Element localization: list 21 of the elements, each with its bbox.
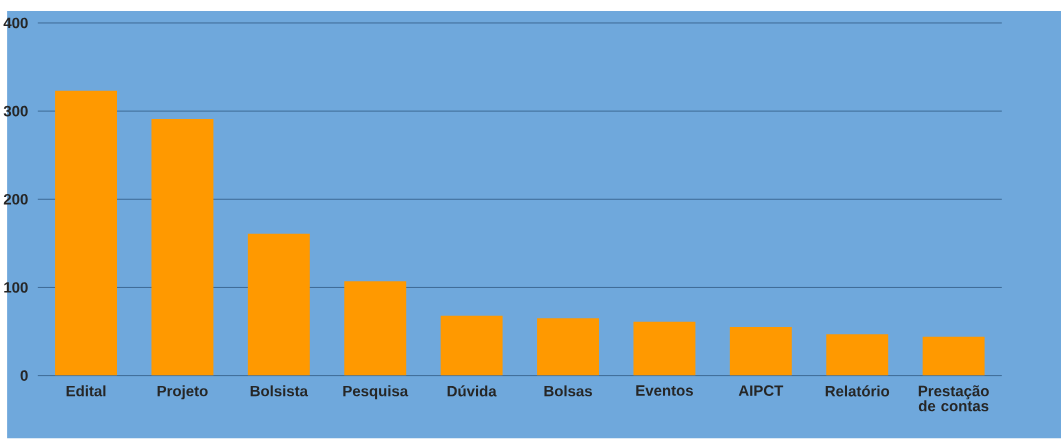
bar (344, 281, 407, 376)
bar (633, 322, 696, 376)
bar (151, 119, 214, 376)
x-tick-label: Dúvida (447, 385, 497, 397)
x-tick-label: Pesquisa (343, 385, 409, 400)
bar (247, 233, 310, 376)
x-tick-label: Projeto (157, 385, 208, 400)
x-tick-label: Eventos (636, 385, 693, 397)
x-tick-label: Bolsista (250, 385, 309, 397)
x-tick-label: Edital (66, 385, 106, 397)
bar (826, 334, 889, 376)
x-tick-label: Prestação de contas (918, 385, 989, 412)
bar (922, 337, 985, 376)
x-tick-label: Bolsas (544, 385, 592, 397)
y-tick-label: 0 (20, 370, 28, 382)
bar (537, 318, 599, 376)
bar (729, 327, 792, 376)
x-tick-label: Relatório (825, 385, 890, 397)
x-tick-label: AIPCT (738, 385, 784, 397)
bar (55, 91, 117, 376)
bar (440, 315, 503, 376)
